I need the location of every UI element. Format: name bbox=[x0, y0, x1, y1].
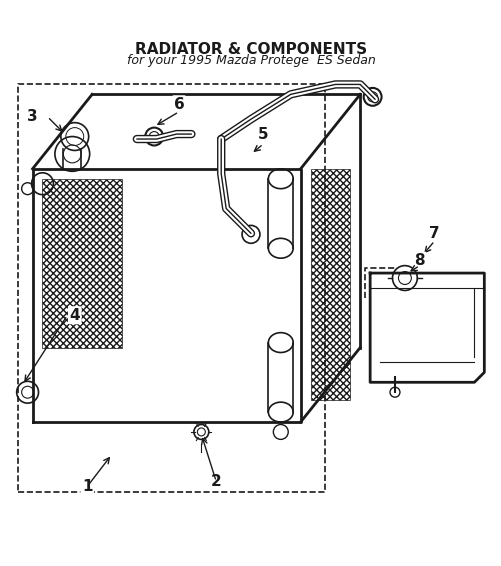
Text: 6: 6 bbox=[173, 97, 184, 112]
Bar bbox=[43, 179, 122, 348]
Text: 7: 7 bbox=[428, 226, 439, 241]
Text: 5: 5 bbox=[258, 127, 268, 142]
Text: 2: 2 bbox=[210, 474, 221, 489]
Text: for your 1995 Mazda Protege  ES Sedan: for your 1995 Mazda Protege ES Sedan bbox=[126, 54, 375, 67]
Text: 3: 3 bbox=[27, 109, 38, 124]
Text: 8: 8 bbox=[414, 253, 424, 268]
Text: RADIATOR & COMPONENTS: RADIATOR & COMPONENTS bbox=[135, 42, 366, 57]
Text: 1: 1 bbox=[82, 479, 92, 494]
Text: 4: 4 bbox=[69, 308, 80, 323]
Bar bbox=[310, 169, 350, 400]
